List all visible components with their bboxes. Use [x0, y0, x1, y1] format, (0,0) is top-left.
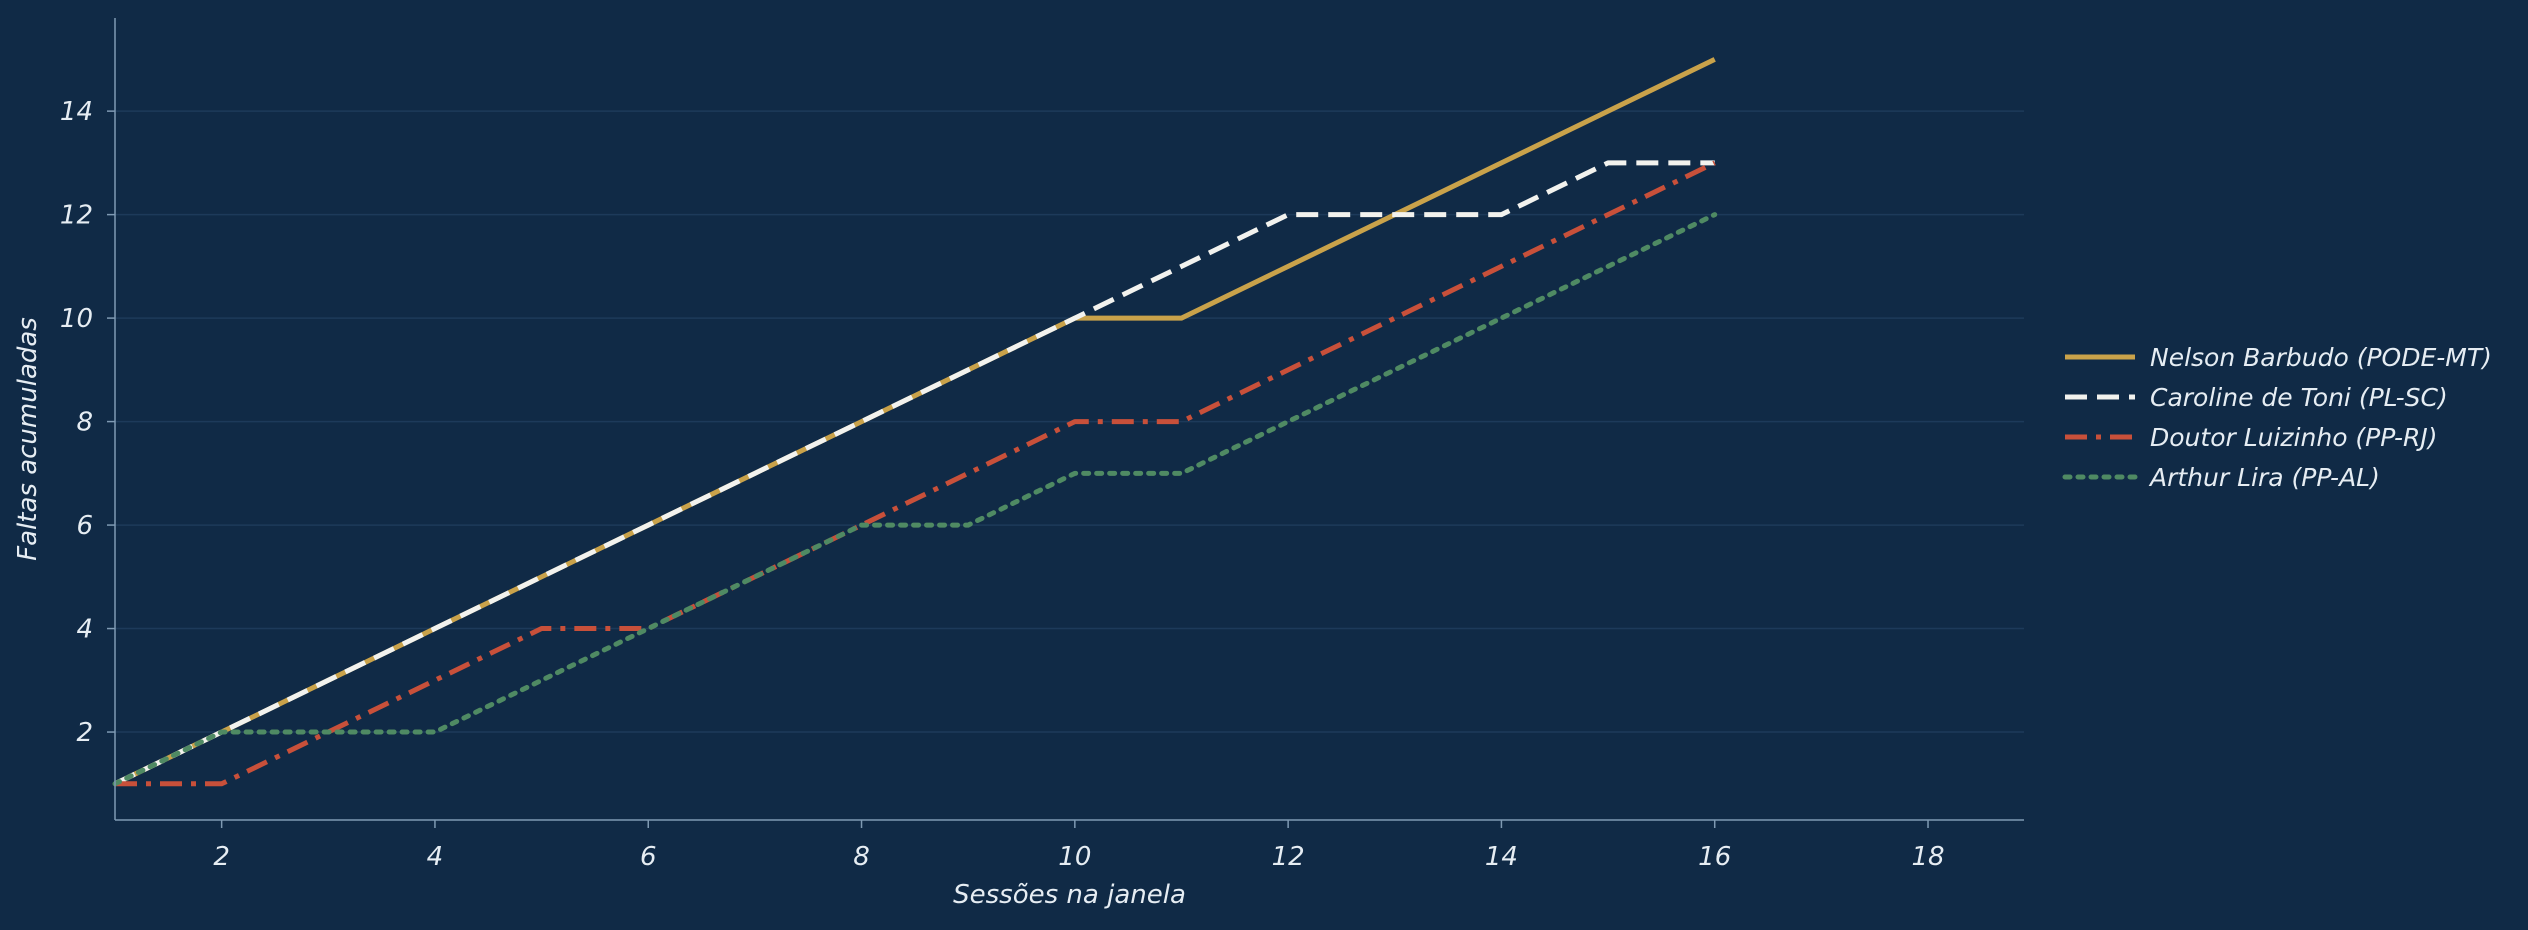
axes [114, 18, 2024, 821]
data-point [1606, 160, 1611, 165]
x-tick-label: 14 [1485, 842, 1518, 872]
data-point [1499, 212, 1504, 217]
data-point [432, 626, 437, 631]
data-point [1606, 212, 1611, 217]
data-point [752, 471, 757, 476]
data-point [432, 730, 437, 735]
data-point [646, 626, 651, 631]
data-point [1712, 57, 1717, 62]
data-point [1606, 109, 1611, 114]
data-point [646, 523, 651, 528]
data-point [752, 574, 757, 579]
data-point [1286, 264, 1291, 269]
legend-label: Caroline de Toni (PL-SC) [2150, 383, 2448, 412]
y-tick-label: 2 [76, 718, 93, 748]
data-point [966, 523, 971, 528]
x-tick-label: 8 [853, 842, 870, 872]
x-tick-label: 18 [1911, 842, 1944, 872]
y-tick-label: 12 [60, 201, 93, 231]
series-line-3 [112, 212, 1718, 787]
data-point [219, 730, 224, 735]
data-point [1286, 212, 1291, 217]
y-tick-label: 10 [60, 304, 93, 334]
data-point [539, 574, 544, 579]
x-tick-label: 4 [427, 842, 444, 872]
data-point [1286, 419, 1291, 424]
data-point [1712, 160, 1717, 165]
data-point [1606, 264, 1611, 269]
data-point [1499, 264, 1504, 269]
data-point [1392, 316, 1397, 321]
data-point [859, 523, 864, 528]
x-tick-label: 6 [640, 842, 657, 872]
data-point [1499, 160, 1504, 165]
x-tick-label: 16 [1698, 842, 1731, 872]
legend-label: Doutor Luizinho (PP-RJ) [2150, 423, 2438, 452]
data-point [859, 419, 864, 424]
series-line-1 [113, 160, 1715, 787]
data-point [966, 367, 971, 372]
data-point [1072, 419, 1077, 424]
tick-labels: 2 4 6 8 10 12 14 16 18 2 4 6 8 10 12 14 [60, 97, 1945, 872]
data-point [966, 471, 971, 476]
data-point [539, 678, 544, 683]
data-point [219, 781, 224, 786]
data-point [1286, 367, 1291, 372]
legend: Nelson Barbudo (PODE-MT) Caroline de Toni… [2062, 343, 2492, 492]
data-point [1712, 212, 1717, 217]
x-tick-label: 12 [1272, 842, 1305, 872]
y-tick-label: 4 [76, 615, 93, 645]
data-point [1392, 367, 1397, 372]
data-point [1179, 264, 1184, 269]
legend-label: Nelson Barbudo (PODE-MT) [2150, 343, 2492, 372]
x-tick-label: 10 [1058, 842, 1091, 872]
y-axis-label: Faltas acumuladas [13, 317, 43, 561]
data-point [1179, 419, 1184, 424]
series-line-2 [115, 160, 1716, 787]
data-point [432, 678, 437, 683]
data-point [1499, 316, 1504, 321]
x-tick-label: 2 [213, 842, 230, 872]
series-lines [112, 57, 1718, 787]
legend-label: Arthur Lira (PP-AL) [2148, 463, 2380, 492]
data-point [1392, 212, 1397, 217]
y-tick-label: 8 [76, 408, 93, 438]
data-point [1072, 316, 1077, 321]
data-point [1072, 471, 1077, 476]
data-point [1179, 471, 1184, 476]
data-point [326, 678, 331, 683]
data-point [539, 626, 544, 631]
y-tick-label: 6 [76, 511, 93, 541]
data-point [326, 730, 331, 735]
x-axis-label: Sessões na janela [953, 880, 1186, 910]
data-point [1179, 316, 1184, 321]
y-tick-label: 14 [60, 97, 93, 127]
